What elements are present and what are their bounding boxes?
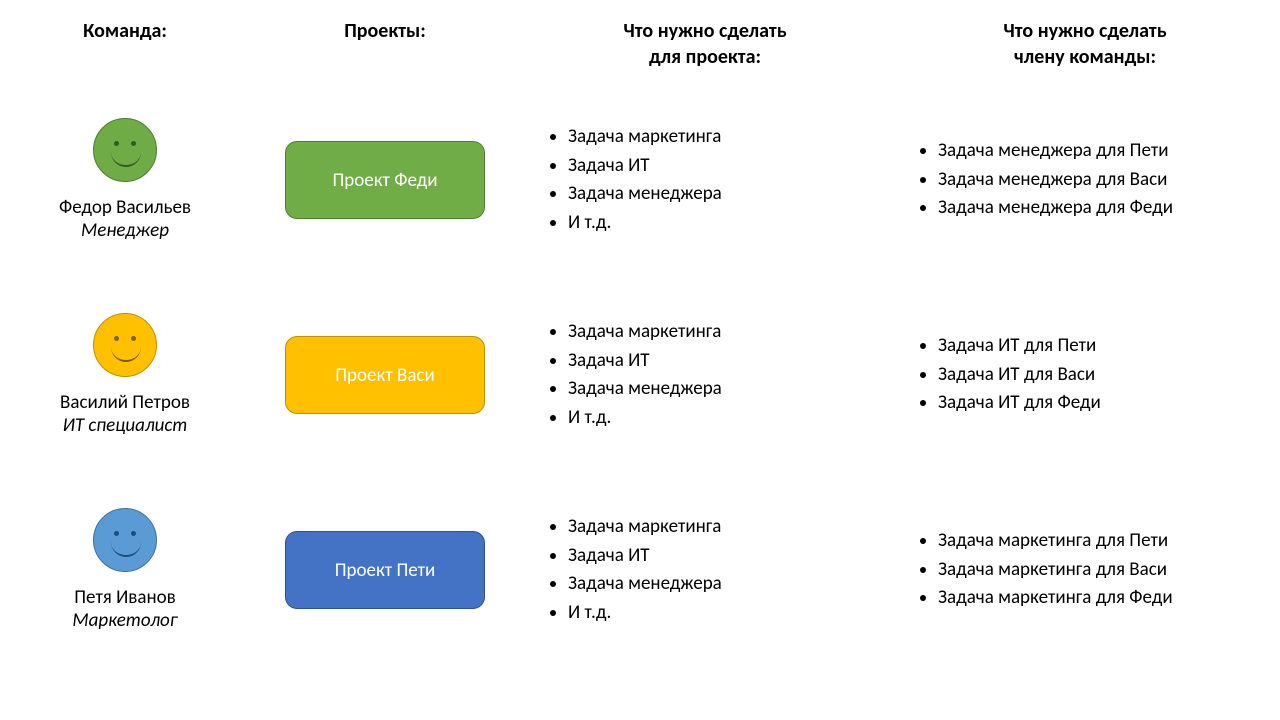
project-label: Проект Феди [332,169,437,192]
task-item: Задача ИТ для Васи [938,361,1280,390]
task-item: И т.д. [568,404,890,433]
team-member: Василий Петров ИТ специалист [0,280,250,470]
project-box: Проект Феди [285,141,485,219]
team-member: Федор Васильев Менеджер [0,80,250,280]
smiley-mouth [111,542,141,557]
project-tasks: Задача маркетинга Задача ИТ Задача менед… [520,470,890,670]
task-item: Задача менеджера [568,180,890,209]
smiley-eye [114,336,119,341]
smiley-eye [114,141,119,146]
project-label: Проект Пети [335,559,436,582]
smiley-icon [93,118,157,182]
layout-grid: Команда: Проекты: Что нужно сделатьдля п… [0,0,1280,670]
task-item: Задача маркетинга для Феди [938,584,1280,613]
task-item: Задача ИТ [568,542,890,571]
project-cell: Проект Васи [250,280,520,470]
project-tasks: Задача маркетинга Задача ИТ Задача менед… [520,80,890,280]
smiley-icon [93,313,157,377]
smiley-icon [93,508,157,572]
task-item: Задача маркетинга для Пети [938,527,1280,556]
task-item: Задача маркетинга [568,318,890,347]
member-role: Маркетолог [72,609,177,632]
smiley-mouth [111,152,141,167]
member-tasks: Задача маркетинга для Пети Задача маркет… [890,470,1280,670]
header-member-tasks: Что нужно сделатьчлену команды: [890,10,1280,80]
task-item: Задача маркетинга для Васи [938,556,1280,585]
smiley-eye [114,531,119,536]
project-box: Проект Пети [285,531,485,609]
task-item: И т.д. [568,209,890,238]
smiley-eye [131,336,136,341]
task-item: Задача ИТ для Пети [938,332,1280,361]
header-project-tasks: Что нужно сделатьдля проекта: [520,10,890,80]
member-role: ИТ специалист [63,414,188,437]
task-item: Задача менеджера для Феди [938,194,1280,223]
smiley-eye [131,531,136,536]
header-projects: Проекты: [250,10,520,80]
task-item: Задача маркетинга [568,123,890,152]
task-item: Задача менеджера [568,375,890,404]
member-tasks: Задача менеджера для Пети Задача менедже… [890,80,1280,280]
smiley-mouth [111,347,141,362]
smiley-eye [131,141,136,146]
task-item: Задача менеджера для Пети [938,137,1280,166]
member-tasks: Задача ИТ для Пети Задача ИТ для Васи За… [890,280,1280,470]
member-name: Петя Иванов [74,586,176,609]
member-role: Менеджер [81,219,169,242]
task-item: Задача менеджера для Васи [938,166,1280,195]
task-item: Задача ИТ [568,347,890,376]
task-item: Задача ИТ для Феди [938,389,1280,418]
header-team: Команда: [0,10,250,80]
project-box: Проект Васи [285,336,485,414]
task-item: Задача ИТ [568,152,890,181]
project-tasks: Задача маркетинга Задача ИТ Задача менед… [520,280,890,470]
task-item: Задача менеджера [568,570,890,599]
project-cell: Проект Пети [250,470,520,670]
project-cell: Проект Феди [250,80,520,280]
team-member: Петя Иванов Маркетолог [0,470,250,670]
task-item: Задача маркетинга [568,513,890,542]
member-name: Василий Петров [60,391,190,414]
task-item: И т.д. [568,599,890,628]
member-name: Федор Васильев [59,196,191,219]
project-label: Проект Васи [335,364,434,387]
